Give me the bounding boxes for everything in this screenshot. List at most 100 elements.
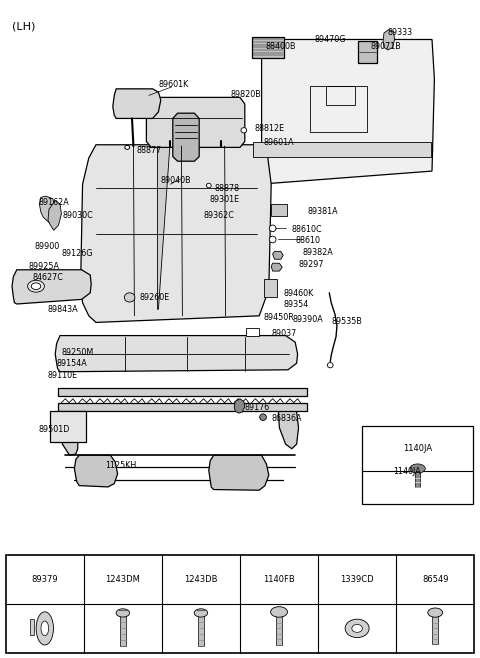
Ellipse shape xyxy=(327,363,333,368)
Text: 1140JA: 1140JA xyxy=(403,443,432,453)
Text: 1125KH: 1125KH xyxy=(106,461,137,470)
Ellipse shape xyxy=(124,293,135,302)
Bar xyxy=(432,613,438,644)
Text: 89354: 89354 xyxy=(283,300,309,309)
Polygon shape xyxy=(55,336,298,372)
Polygon shape xyxy=(234,399,245,413)
Ellipse shape xyxy=(428,608,443,617)
Bar xyxy=(271,204,287,216)
Text: 84627C: 84627C xyxy=(33,273,63,282)
Ellipse shape xyxy=(36,612,53,645)
Bar xyxy=(6,555,474,653)
Text: 89250M: 89250M xyxy=(61,348,94,357)
Text: 89470G: 89470G xyxy=(314,35,346,44)
Text: 88812E: 88812E xyxy=(254,124,285,134)
Text: 89162A: 89162A xyxy=(38,198,69,207)
Text: 88400B: 88400B xyxy=(265,41,296,51)
Polygon shape xyxy=(250,39,434,184)
Ellipse shape xyxy=(125,145,130,149)
Text: 89379: 89379 xyxy=(32,575,58,584)
Text: 89601K: 89601K xyxy=(158,80,189,89)
Text: 89301E: 89301E xyxy=(210,195,240,204)
Ellipse shape xyxy=(260,414,266,420)
Bar xyxy=(58,403,307,411)
Text: 89820B: 89820B xyxy=(230,90,261,99)
Text: 89333: 89333 xyxy=(388,28,413,38)
Polygon shape xyxy=(157,132,173,309)
Ellipse shape xyxy=(241,128,247,133)
Text: 89260E: 89260E xyxy=(139,293,169,302)
Polygon shape xyxy=(278,408,299,449)
Bar xyxy=(276,612,282,645)
Text: 89071B: 89071B xyxy=(371,41,401,51)
Text: 88610: 88610 xyxy=(295,236,320,245)
Polygon shape xyxy=(74,455,118,487)
Text: 89381A: 89381A xyxy=(307,207,338,216)
Ellipse shape xyxy=(271,607,288,617)
Text: 1140FB: 1140FB xyxy=(263,575,295,584)
Text: 89176: 89176 xyxy=(245,403,270,413)
Text: 89390A: 89390A xyxy=(293,315,324,324)
Bar xyxy=(326,86,355,105)
Polygon shape xyxy=(39,196,55,224)
Text: 1243DB: 1243DB xyxy=(184,575,218,584)
Text: 89601A: 89601A xyxy=(263,138,294,147)
Ellipse shape xyxy=(410,464,425,473)
Text: 89501D: 89501D xyxy=(38,424,70,434)
Polygon shape xyxy=(48,201,61,230)
Text: 88878: 88878 xyxy=(215,184,240,193)
Text: 89450R: 89450R xyxy=(263,313,294,322)
Ellipse shape xyxy=(269,236,276,243)
Ellipse shape xyxy=(269,225,276,232)
Ellipse shape xyxy=(28,280,44,292)
Bar xyxy=(310,86,367,132)
Text: 89030C: 89030C xyxy=(62,211,93,220)
Text: 89925A: 89925A xyxy=(29,262,60,271)
Ellipse shape xyxy=(116,609,130,617)
Polygon shape xyxy=(81,145,271,322)
Text: 89126G: 89126G xyxy=(61,249,93,259)
Text: 89154A: 89154A xyxy=(57,359,87,368)
Text: 89362C: 89362C xyxy=(204,211,235,220)
Text: 89037: 89037 xyxy=(271,329,297,338)
Bar xyxy=(415,472,420,487)
Ellipse shape xyxy=(194,609,208,617)
Text: 89900: 89900 xyxy=(35,241,60,251)
Text: 89382A: 89382A xyxy=(302,248,333,257)
Text: 86836A: 86836A xyxy=(271,414,302,423)
Bar xyxy=(253,142,431,157)
Bar xyxy=(120,611,126,646)
Polygon shape xyxy=(62,412,78,455)
Polygon shape xyxy=(271,263,282,271)
Bar xyxy=(198,611,204,646)
Bar xyxy=(362,426,473,504)
Bar xyxy=(30,619,35,636)
Polygon shape xyxy=(173,113,199,161)
Bar xyxy=(252,37,284,58)
Text: 89297: 89297 xyxy=(299,260,324,269)
Bar xyxy=(58,388,307,396)
Bar xyxy=(358,41,377,63)
Polygon shape xyxy=(12,270,91,304)
Polygon shape xyxy=(113,89,161,118)
Text: 1140JA: 1140JA xyxy=(394,467,421,476)
Ellipse shape xyxy=(31,283,41,290)
Ellipse shape xyxy=(41,621,48,636)
Polygon shape xyxy=(209,455,269,490)
Text: (LH): (LH) xyxy=(12,21,36,31)
Polygon shape xyxy=(383,30,395,50)
Text: 88877: 88877 xyxy=(137,145,162,155)
Polygon shape xyxy=(146,97,245,147)
Ellipse shape xyxy=(352,624,362,632)
Text: 89110E: 89110E xyxy=(48,370,78,380)
Ellipse shape xyxy=(206,184,211,188)
Text: 1243DM: 1243DM xyxy=(106,575,140,584)
Bar xyxy=(264,279,277,297)
Polygon shape xyxy=(273,251,283,259)
Bar xyxy=(50,411,86,442)
Bar xyxy=(246,328,259,336)
Text: 88610C: 88610C xyxy=(291,225,322,234)
Ellipse shape xyxy=(345,619,369,638)
Text: 89040B: 89040B xyxy=(161,176,192,185)
Text: 89535B: 89535B xyxy=(331,316,362,326)
